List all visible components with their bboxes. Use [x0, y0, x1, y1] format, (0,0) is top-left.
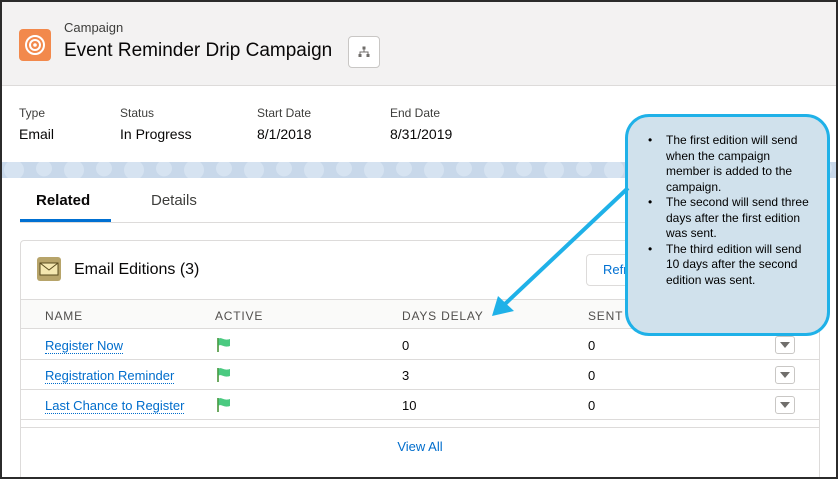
record-title: Event Reminder Drip Campaign: [64, 40, 333, 61]
active-tab-indicator: [20, 219, 111, 222]
field-label: Start Date: [257, 106, 312, 120]
campaign-target-icon: [19, 29, 51, 61]
edition-name-link[interactable]: Last Chance to Register: [45, 398, 185, 414]
column-header-active[interactable]: ACTIVE: [215, 309, 264, 323]
record-header: Campaign Event Reminder Drip Campaign: [2, 2, 836, 86]
edition-name-link[interactable]: Registration Reminder: [45, 368, 175, 384]
sent-value: 0: [588, 338, 596, 353]
card-footer-divider: [21, 427, 819, 428]
green-flag-icon: [217, 368, 230, 382]
field-value: Email: [19, 126, 55, 142]
view-all-link[interactable]: View All: [397, 439, 443, 454]
tab-bar: Related Details: [20, 178, 820, 223]
row-actions-button[interactable]: [775, 396, 795, 414]
hierarchy-button[interactable]: [348, 36, 380, 68]
chevron-down-icon: [780, 402, 790, 408]
table-row: Register Now 0 0: [21, 330, 819, 360]
card-title: Email Editions (3): [74, 261, 200, 278]
field-start-date: Start Date 8/1/2018: [257, 106, 312, 142]
email-envelope-icon: [37, 257, 61, 281]
callout-bullet: The second will send three days after th…: [648, 195, 817, 242]
field-label: Type: [19, 106, 46, 120]
field-value: 8/1/2018: [257, 126, 312, 142]
chevron-down-icon: [780, 372, 790, 378]
days-delay-value: 10: [402, 398, 417, 413]
green-flag-icon: [217, 338, 230, 352]
hierarchy-icon: [358, 46, 370, 57]
chevron-down-icon: [780, 342, 790, 348]
callout-bullet: The first edition will send when the cam…: [648, 133, 817, 195]
callout-bullet: The third edition will send 10 days afte…: [648, 242, 817, 289]
field-end-date: End Date 8/31/2019: [390, 106, 452, 142]
table-row: Last Chance to Register 10 0: [21, 390, 819, 420]
sent-value: 0: [588, 398, 596, 413]
tab-details[interactable]: Details: [151, 192, 197, 209]
column-header-days-delay[interactable]: DAYS DELAY: [402, 309, 484, 323]
field-status: Status In Progress: [120, 106, 192, 142]
green-flag-icon: [217, 398, 230, 412]
field-value: In Progress: [120, 126, 192, 142]
row-actions-button[interactable]: [775, 366, 795, 384]
field-label: End Date: [390, 106, 441, 120]
row-actions-button[interactable]: [775, 336, 795, 354]
object-type-label: Campaign: [64, 20, 124, 35]
table-row: Registration Reminder 3 0: [21, 360, 819, 390]
days-delay-value: 3: [402, 368, 410, 383]
callout-list: The first edition will send when the cam…: [648, 133, 817, 288]
column-header-sent[interactable]: SENT: [588, 309, 624, 323]
sent-value: 0: [588, 368, 596, 383]
field-label: Status: [120, 106, 155, 120]
annotation-callout: The first edition will send when the cam…: [625, 114, 830, 336]
field-type: Type Email: [19, 106, 54, 142]
days-delay-value: 0: [402, 338, 410, 353]
tab-related[interactable]: Related: [36, 192, 91, 209]
column-header-name[interactable]: NAME: [45, 309, 83, 323]
edition-name-link[interactable]: Register Now: [45, 338, 124, 354]
field-value: 8/31/2019: [390, 126, 453, 142]
